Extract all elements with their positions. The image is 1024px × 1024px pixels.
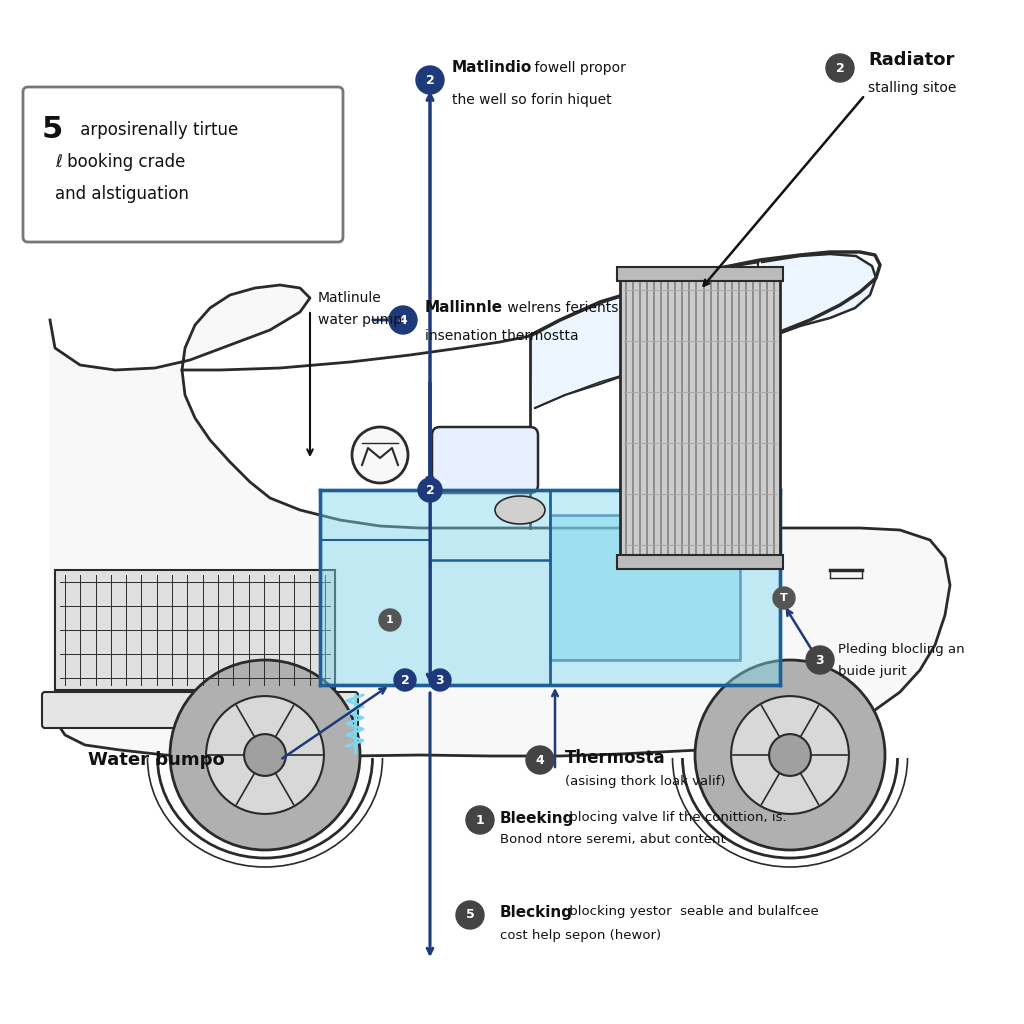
Text: 1: 1: [475, 813, 484, 826]
FancyBboxPatch shape: [550, 515, 740, 660]
Circle shape: [773, 587, 795, 609]
Text: 2: 2: [400, 674, 410, 686]
Text: arposirenally tirtue: arposirenally tirtue: [75, 121, 239, 139]
Text: 2: 2: [426, 483, 434, 497]
Circle shape: [418, 478, 442, 502]
Circle shape: [695, 660, 885, 850]
Text: Bleeking: Bleeking: [500, 811, 574, 825]
Circle shape: [389, 306, 417, 334]
Text: Mallinnle: Mallinnle: [425, 300, 503, 315]
Text: fowell propor: fowell propor: [530, 61, 626, 75]
Polygon shape: [50, 285, 950, 758]
Polygon shape: [530, 262, 758, 408]
Text: 5: 5: [42, 116, 63, 144]
Circle shape: [206, 696, 324, 814]
Text: 2: 2: [836, 61, 845, 75]
Circle shape: [731, 696, 849, 814]
Text: 3: 3: [435, 674, 444, 686]
Text: buide jurit: buide jurit: [838, 666, 906, 679]
Circle shape: [526, 746, 554, 774]
Text: Bonod ntore seremi, abut content: Bonod ntore seremi, abut content: [500, 834, 726, 847]
Circle shape: [806, 646, 834, 674]
Circle shape: [466, 806, 494, 834]
Text: water pump: water pump: [318, 313, 402, 327]
Text: Matlinule: Matlinule: [318, 291, 382, 305]
Text: ℓ booking crade: ℓ booking crade: [55, 153, 185, 171]
Text: and alstiguation: and alstiguation: [55, 185, 188, 203]
Text: insenation thermostta: insenation thermostta: [425, 329, 579, 343]
Text: (asising thork loak valif): (asising thork loak valif): [565, 775, 725, 788]
FancyBboxPatch shape: [42, 692, 358, 728]
Text: 4: 4: [398, 313, 408, 327]
FancyBboxPatch shape: [23, 87, 343, 242]
Text: Thermosta: Thermosta: [565, 749, 666, 767]
Text: blocing valve lif the conittion, is.: blocing valve lif the conittion, is.: [565, 811, 786, 824]
Circle shape: [769, 734, 811, 776]
FancyBboxPatch shape: [620, 270, 780, 565]
Text: Blecking: Blecking: [500, 904, 573, 920]
Circle shape: [170, 660, 360, 850]
Text: 4: 4: [536, 754, 545, 767]
Circle shape: [244, 734, 286, 776]
Circle shape: [416, 66, 444, 94]
Ellipse shape: [495, 496, 545, 524]
Text: T: T: [780, 593, 787, 603]
FancyBboxPatch shape: [55, 570, 335, 690]
Text: stalling sitoe: stalling sitoe: [868, 81, 956, 95]
Circle shape: [379, 609, 401, 631]
Polygon shape: [762, 254, 876, 340]
Text: the well so forin hiquet: the well so forin hiquet: [452, 93, 611, 106]
Text: 2: 2: [426, 74, 434, 86]
Circle shape: [826, 54, 854, 82]
FancyBboxPatch shape: [432, 427, 538, 493]
Circle shape: [456, 901, 484, 929]
FancyBboxPatch shape: [319, 490, 780, 685]
Text: cost help sepon (hewor): cost help sepon (hewor): [500, 929, 662, 941]
Text: Matlindio: Matlindio: [452, 60, 532, 76]
Circle shape: [394, 669, 416, 691]
Circle shape: [429, 669, 451, 691]
Text: 5: 5: [466, 908, 474, 922]
Text: welrens ferients: welrens ferients: [503, 301, 618, 315]
Circle shape: [352, 427, 408, 483]
Text: Pleding blocling an: Pleding blocling an: [838, 643, 965, 656]
FancyBboxPatch shape: [617, 555, 783, 569]
Text: Radiator: Radiator: [868, 51, 954, 69]
Text: 3: 3: [816, 653, 824, 667]
Text: Water bumpo: Water bumpo: [88, 751, 224, 769]
Text: blocking yestor  seable and bulalfcee: blocking yestor seable and bulalfcee: [565, 905, 819, 919]
FancyBboxPatch shape: [617, 267, 783, 281]
Text: 1: 1: [386, 615, 394, 625]
